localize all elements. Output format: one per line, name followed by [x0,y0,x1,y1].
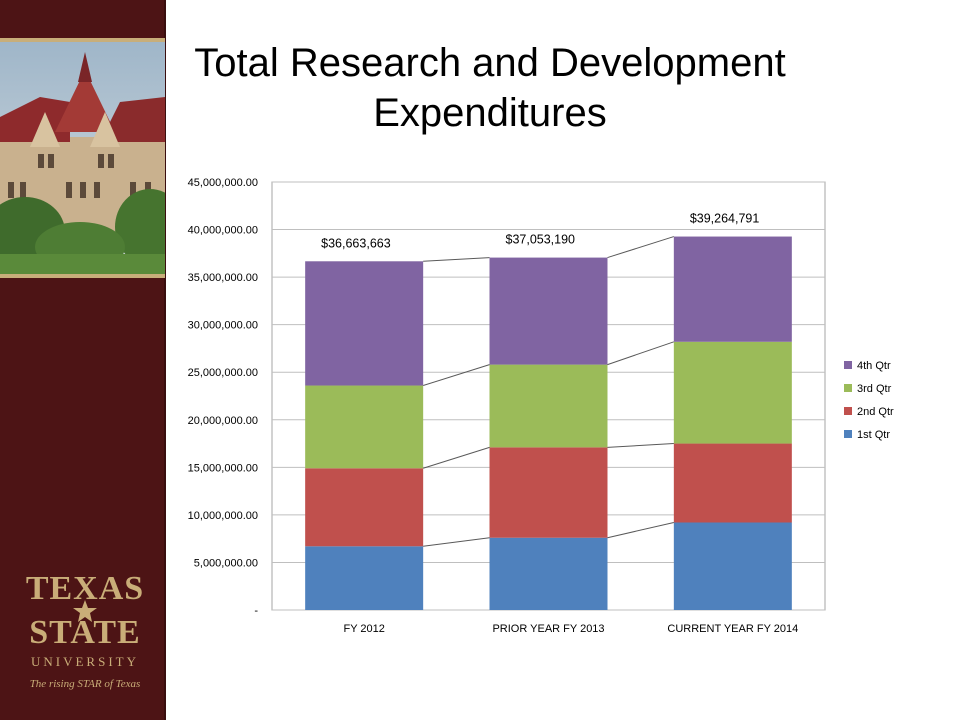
logo-text-state: STATE [29,614,141,651]
legend-label: 2nd Qtr [857,406,894,418]
x-tick-label: CURRENT YEAR FY 2014 [667,623,798,635]
series-line [423,446,490,469]
x-tick-label: FY 2012 [343,623,384,635]
bar-segment [305,385,424,469]
y-tick-label: 10,000,000.00 [188,510,258,522]
legend-label: 3rd Qtr [857,383,892,395]
bar-segment [673,236,792,342]
legend-swatch [844,361,852,369]
series-line [607,236,674,259]
series-line [423,364,490,387]
university-logo: TEXAS STATE UNIVERSITY The rising STAR o… [15,570,155,700]
y-tick-label: 30,000,000.00 [188,320,258,332]
y-tick-label: 5,000,000.00 [194,557,258,569]
total-label: $39,264,791 [690,212,760,226]
y-tick-label: 45,000,000.00 [188,177,258,189]
building-photo [0,42,165,274]
y-axis-labels: - 5,000,000.00 10,000,000.00 15,000,000.00 2… [188,177,259,617]
legend-label: 1st Qtr [857,429,890,441]
y-tick-label: 35,000,000.00 [188,272,258,284]
bar-segment [489,364,608,448]
total-label: $36,663,663 [321,236,391,250]
bar-segment [489,537,608,610]
bar-segment [489,447,608,538]
bar-segment [673,522,792,610]
sidebar-edge [164,0,166,720]
title-line-1: Total Research and Development [194,41,786,85]
bar-segment [673,341,792,444]
y-tick-label: 15,000,000.00 [188,462,258,474]
x-tick-label: PRIOR YEAR FY 2013 [492,623,604,635]
series-line [423,257,490,262]
legend-label: 4th Qtr [857,360,891,372]
legend-swatch [844,384,852,392]
bar-segment [305,468,424,547]
total-label: $37,053,190 [506,233,576,247]
x-axis-labels: FY 2012 PRIOR YEAR FY 2013 CURRENT YEAR FY… [343,623,798,635]
bars [305,236,792,610]
y-tick-label: - [254,605,258,617]
bar-segment [489,257,608,365]
series-line [423,537,490,547]
logo-tagline: The rising STAR of Texas [29,678,141,690]
series-lines [423,236,674,547]
title-line-2: Expenditures [373,91,607,135]
stacked-bar-chart: - 5,000,000.00 10,000,000.00 15,000,000.00 2… [188,177,894,635]
y-tick-label: 40,000,000.00 [188,225,258,237]
series-line [607,522,674,539]
legend: 4th Qtr 3rd Qtr 2nd Qtr 1st Qtr [844,360,894,441]
series-line [607,341,674,366]
bar-segment [305,261,424,386]
logo-text-texas: TEXAS [25,570,145,607]
legend-swatch [844,430,852,438]
y-tick-label: 20,000,000.00 [188,415,258,427]
series-line [607,443,674,448]
slide-title: Total Research and Development Expenditu… [170,38,810,138]
star-icon [73,600,97,622]
photo-border-bottom [0,274,165,278]
logo-text-university: UNIVERSITY [31,654,139,669]
total-labels: $36,663,663 $37,053,190 $39,264,791 [321,212,759,251]
y-tick-label: 25,000,000.00 [188,367,258,379]
bar-segment [673,443,792,523]
photo-border-top [0,38,165,42]
legend-swatch [844,407,852,415]
bar-segment [305,546,424,610]
